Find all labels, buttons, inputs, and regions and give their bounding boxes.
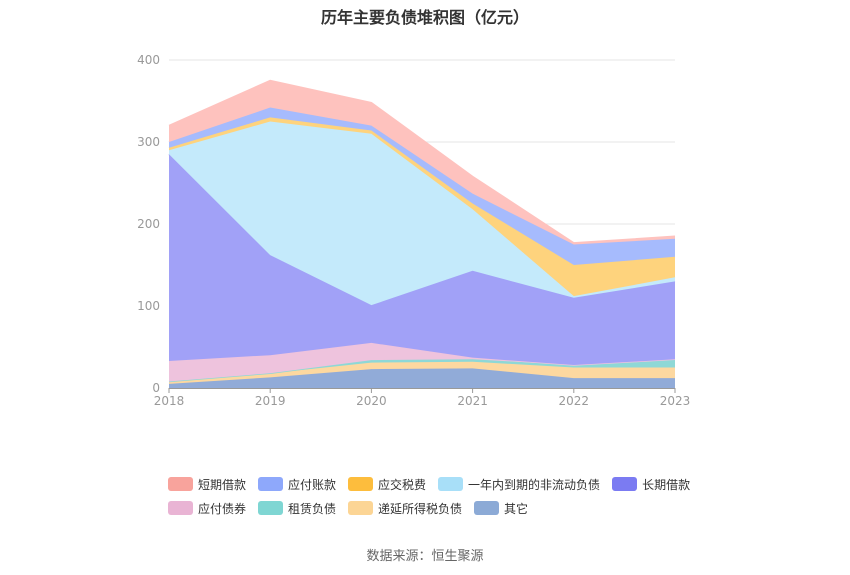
x-tick-label: 2018 [154,394,185,408]
legend-label: 应付账款 [288,477,337,492]
legend-label: 递延所得税负债 [378,501,463,516]
legend-item[interactable]: 应付债券 [168,500,246,517]
legend-label: 其它 [504,501,529,516]
legend-swatch [258,501,284,515]
y-tick-label: 0 [152,381,160,395]
legend-label: 租赁负债 [288,501,337,516]
legend-swatch [168,477,193,491]
x-tick-label: 2021 [457,394,488,408]
area-series-edge-8 [168,79,676,244]
y-tick-label: 300 [137,135,160,149]
data-source: 数据来源：恒生聚源 [366,549,484,564]
legend-label: 长期借款 [642,477,691,492]
x-tick-label: 2023 [660,394,691,408]
x-tick-label: 2019 [255,394,286,408]
area-series-1 [169,361,675,384]
legend-item[interactable]: 租赁负债 [258,500,336,517]
legend-swatch [612,477,638,491]
legend-item[interactable]: 其它 [474,500,528,517]
x-tick-label: 2022 [559,394,590,408]
legend-label: 应交税费 [378,477,427,492]
legend-row: 短期借款 应付账款 应交税费 一年内到期的非流动负债 长期借款 [168,472,708,496]
legend: 短期借款 应付账款 应交税费 一年内到期的非流动负债 长期借款应付债券 租赁负债 递延所得税… [168,472,708,520]
area-series-6 [169,117,675,297]
legend-swatch [168,501,193,515]
y-tick-label: 200 [137,217,160,231]
legend-swatch [348,477,374,491]
legend-swatch [348,501,374,515]
area-series-4 [169,154,675,366]
area-series-7 [169,107,675,265]
legend-swatch [258,477,284,491]
legend-item[interactable]: 一年内到期的非流动负债 [438,476,600,493]
chart-title: 历年主要负债堆积图（亿元） [320,8,529,27]
legend-item[interactable]: 应付账款 [258,476,336,493]
legend-item[interactable]: 短期借款 [168,476,246,493]
legend-item[interactable]: 递延所得税负债 [348,500,462,517]
legend-swatch [474,501,500,515]
legend-label: 应付债券 [198,501,247,516]
legend-item[interactable]: 应交税费 [348,476,426,493]
legend-label: 一年内到期的非流动负债 [468,477,601,492]
legend-item[interactable]: 长期借款 [612,476,690,493]
y-tick-label: 400 [137,53,160,67]
axes: 0 100 200 300 400 2018 2019 2020 2021 2022 2023 [137,53,690,408]
legend-label: 短期借款 [198,477,247,492]
area-series-0 [169,368,675,388]
area-series-layer [168,79,676,388]
x-tick-label: 2020 [356,394,387,408]
legend-row: 应付债券 租赁负债 递延所得税负债 其它 [168,496,708,520]
area-series-5 [169,121,675,306]
area-series-2 [169,359,675,382]
y-tick-label: 100 [137,299,160,313]
legend-swatch [438,477,464,491]
